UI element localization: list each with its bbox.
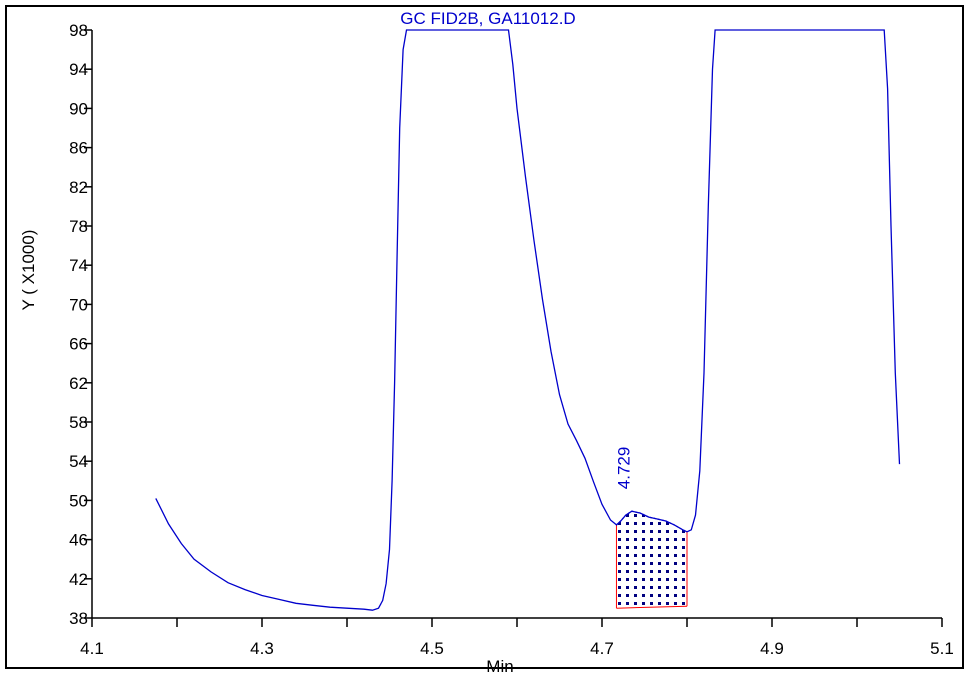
- x-tick-label: 4.3: [250, 639, 274, 658]
- chart-title: GC FID2B, GA11012.D: [400, 9, 575, 28]
- y-tick-label: 82: [69, 178, 88, 197]
- y-tick-label: 98: [69, 21, 88, 40]
- y-tick-label: 94: [69, 60, 88, 79]
- y-tick-label: 50: [69, 491, 88, 510]
- x-axis-label: Min: [486, 657, 513, 675]
- y-tick-label: 66: [69, 335, 88, 354]
- y-tick-label: 78: [69, 217, 88, 236]
- x-tick-label: 4.1: [80, 639, 104, 658]
- y-tick-label: 90: [69, 99, 88, 118]
- axes: 38 42 46 50 54 58 62 66 70 74 78 82 86 90 94 98 4.1 4.3 4.…: [69, 21, 954, 658]
- chart-frame: [5, 5, 964, 669]
- x-tick-label: 4.7: [590, 639, 614, 658]
- peak-area: [615, 510, 688, 609]
- y-tick-label: 42: [69, 570, 88, 589]
- y-tick-label: 74: [69, 256, 88, 275]
- x-tick-label: 4.5: [420, 639, 444, 658]
- y-tick-label: 58: [69, 413, 88, 432]
- y-tick-label: 46: [69, 531, 88, 550]
- y-axis-label: Y ( X1000): [19, 230, 38, 311]
- y-tick-label: 62: [69, 374, 88, 393]
- peak-baseline: [616, 605, 688, 609]
- peak-retention-label: 4.729: [615, 447, 634, 490]
- y-tick-label: 86: [69, 139, 88, 158]
- y-tick-label: 54: [69, 452, 88, 471]
- x-tick-label: 5.1: [930, 639, 954, 658]
- y-tick-label: 38: [69, 609, 88, 628]
- chromatogram-trace: [155, 29, 901, 611]
- y-tick-label: 70: [69, 295, 88, 314]
- series-group: [155, 29, 901, 611]
- peak-fill: [616, 511, 687, 609]
- x-tick-label: 4.9: [760, 639, 784, 658]
